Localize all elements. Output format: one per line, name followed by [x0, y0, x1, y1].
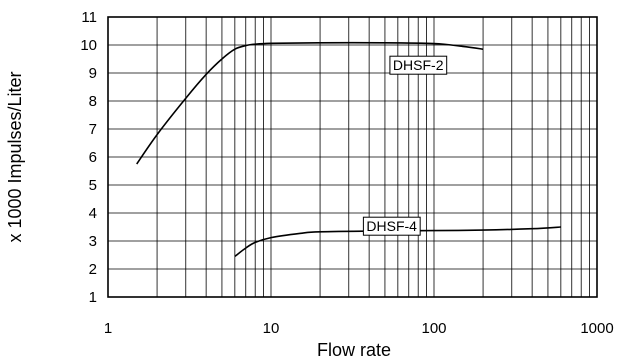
x-tick-label: 1 — [104, 320, 112, 337]
tick-labels: 1 10 100 1000 1 2 3 4 5 6 7 8 9 10 11 — [80, 9, 613, 337]
plot-frame — [107, 16, 598, 298]
y-tick-label: 10 — [80, 37, 97, 54]
series-line-dhsf-2 — [136, 41, 484, 165]
y-tick-label: 9 — [89, 65, 97, 82]
series-lines — [136, 41, 561, 258]
series-label-box — [389, 55, 448, 75]
y-tick-label: 7 — [89, 121, 97, 138]
y-tick-label: 8 — [89, 93, 97, 110]
y-axis-label: x 1000 Impulses/Liter — [5, 71, 25, 242]
y-tick-label: 2 — [89, 261, 97, 278]
y-tick-label: 5 — [89, 177, 97, 194]
y-tick-label: 1 — [89, 289, 97, 306]
series-label-text: DHSF-4 — [366, 218, 417, 234]
y-tick-label: 11 — [81, 9, 97, 26]
series-label-box — [362, 216, 421, 236]
series-label-text: DHSF-2 — [393, 57, 444, 73]
y-tick-label: 3 — [89, 233, 97, 250]
series-label-dhsf-4: DHSF-4 — [362, 216, 421, 236]
series-label-dhsf-2: DHSF-2 — [389, 55, 448, 75]
y-tick-label: 4 — [89, 205, 97, 222]
x-tick-label: 10 — [263, 320, 280, 337]
series-line-dhsf-4 — [234, 226, 561, 258]
series-labels: DHSF-2 DHSF-4 — [362, 55, 448, 236]
grid-lines — [107, 16, 598, 298]
y-tick-label: 6 — [89, 149, 97, 166]
x-tick-label: 1000 — [580, 320, 613, 337]
x-tick-label: 100 — [421, 320, 446, 337]
x-axis-label: Flow rate — [317, 340, 391, 360]
